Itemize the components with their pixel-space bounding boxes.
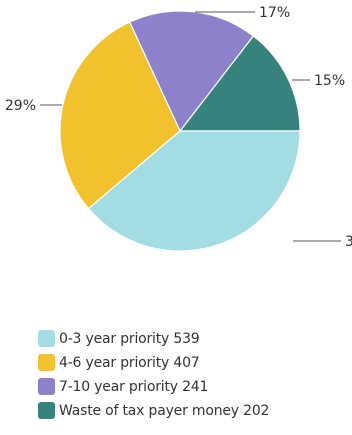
legend-swatch [38, 354, 55, 371]
slice-percent-label: 15% [314, 73, 345, 89]
legend-item: Waste of tax payer money 202 [38, 399, 269, 422]
slice-percent-label: 29% [5, 98, 36, 114]
pie-chart: 15% 17% 29% 39% [5, 5, 352, 252]
pie-slice [178, 35, 301, 132]
pie-slice [128, 10, 255, 133]
slice-percent-label: 17% [259, 5, 290, 21]
legend-item: 0-3 year priority 539 [38, 327, 269, 350]
chart-legend: 0-3 year priority 539 4-6 year priority … [38, 327, 269, 423]
legend-swatch [38, 330, 55, 347]
legend-label: 0-3 year priority 539 [59, 330, 200, 347]
legend-item: 7-10 year priority 241 [38, 375, 269, 398]
pie-slice [59, 21, 181, 210]
legend-label: 4-6 year priority 407 [59, 354, 200, 371]
legend-item: 4-6 year priority 407 [38, 351, 269, 374]
legend-label: Waste of tax payer money 202 [59, 402, 270, 419]
legend-swatch [38, 378, 55, 395]
slice-percent-label: 39% [345, 234, 352, 250]
legend-swatch [38, 402, 55, 419]
legend-label: 7-10 year priority 241 [59, 378, 209, 395]
pie-slice [87, 130, 301, 252]
